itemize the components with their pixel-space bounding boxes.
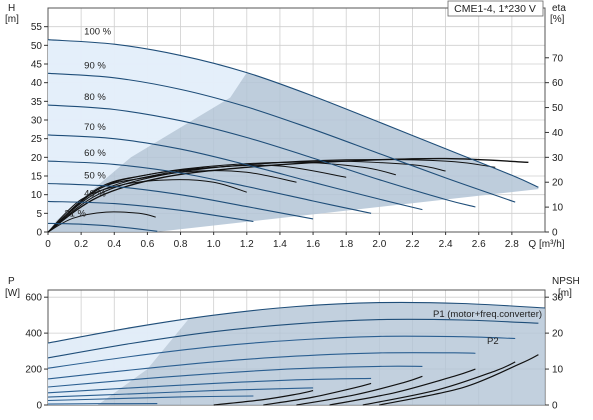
p1-annotation: P1 (motor+freq.converter): [433, 309, 542, 320]
head-curve: [47, 39, 539, 188]
head-curve: [47, 182, 314, 220]
power-curve: [47, 377, 372, 394]
head-curve: [47, 222, 158, 232]
y2-axis-unit: [%]: [550, 14, 565, 25]
x-tick-label: 0.2: [74, 239, 88, 250]
model-label-box: [447, 0, 544, 17]
y-tick-label: 50: [31, 41, 43, 52]
y-axis-unit: [m]: [5, 14, 19, 25]
y-tick-label: 0: [36, 401, 42, 412]
power-curve: [47, 318, 539, 359]
operating-region-light: [48, 39, 247, 233]
power-curve: [47, 387, 314, 398]
y-tick-label: 25: [31, 134, 43, 145]
y2-tick-label: 50: [552, 103, 564, 114]
y2-tick-label: 20: [552, 329, 564, 340]
x-tick-label: 2.4: [439, 239, 453, 250]
npsh-curve: [362, 361, 516, 406]
speed-curve-label: 40 %: [84, 188, 106, 199]
head-curve: [47, 200, 254, 223]
power-curve: [47, 403, 158, 405]
y2-tick-label: 10: [552, 365, 564, 376]
y-axis-title: P: [8, 276, 15, 287]
head-efficiency-panel: 0 5 10 15 20 25 30 35 40 45 50 55 0 10 20 30 40 50 60 70 0 0.…: [5, 0, 566, 250]
x-tick-label: 0.8: [174, 239, 188, 250]
x-tick-label: 1.8: [339, 239, 353, 250]
y-tick-label: 20: [31, 153, 43, 164]
x-tick-label: 2.2: [406, 239, 420, 250]
y2-tick-label: 10: [552, 203, 564, 214]
y-tick-label: 5: [36, 209, 42, 220]
npsh-curve: [213, 390, 314, 406]
y-tick-label: 55: [31, 22, 43, 33]
y-tick-label: 15: [31, 172, 43, 183]
y-tick-label: 45: [31, 60, 43, 71]
efficiency-curve: [47, 164, 347, 233]
head-curves: 100 % 90 % 80 % 70 % 60 % 50 % 40 % 21 %: [47, 27, 539, 232]
speed-curve-label: 21 %: [64, 208, 86, 219]
power-curve: [47, 301, 546, 344]
y-tick-label: 200: [25, 365, 42, 376]
efficiency-curves: [47, 157, 529, 233]
y-tick-label: 10: [31, 190, 43, 201]
y-tick-label: 30: [31, 116, 43, 127]
y-tick-label: 40: [31, 78, 43, 89]
x-tick-label: 1.2: [240, 239, 254, 250]
x-tick-label: 2.8: [505, 239, 519, 250]
y-tick-label: 35: [31, 97, 43, 108]
speed-curve-label: 100 %: [84, 27, 111, 38]
y2-tick-label: 0: [552, 228, 558, 239]
y2-tick-label: 70: [552, 53, 564, 64]
efficiency-curve: [47, 211, 156, 233]
speed-curve-label: 90 %: [84, 60, 106, 71]
head-curve: [47, 72, 516, 203]
power-npsh-panel: 0 200 400 600 0 10 20 30 P[W] NPSH[m] P1 (motor+fr…: [5, 276, 580, 412]
head-curve: [47, 134, 423, 211]
efficiency-curve: [47, 157, 529, 233]
y-axis-title: H: [8, 3, 15, 14]
y2-tick-label: 30: [552, 293, 564, 304]
y2-tick-label: 40: [552, 128, 564, 139]
x-tick-label: 2.6: [472, 239, 486, 250]
y2-tick-label: 0: [552, 401, 558, 412]
npsh-curve: [379, 354, 539, 406]
head-curve: [47, 104, 476, 208]
power-curve: [47, 395, 254, 402]
x-axis-label: Q [m³/h]: [528, 239, 564, 250]
y2-tick-label: 20: [552, 178, 564, 189]
y2-axis-title: NPSH: [552, 276, 580, 287]
head-curve: [47, 160, 372, 214]
y2-tick-label: 30: [552, 153, 564, 164]
x-tick-label: 1.6: [306, 239, 320, 250]
y-tick-label: 400: [25, 329, 42, 340]
x-tick-label: 0: [45, 239, 51, 250]
power-curve: [47, 365, 423, 388]
model-label: CME1-4, 1*230 V: [454, 3, 536, 15]
power-curve: [47, 352, 476, 380]
speed-curve-label: 60 %: [84, 148, 106, 159]
x-tick-label: 2.0: [372, 239, 386, 250]
y-tick-label: 600: [25, 293, 42, 304]
npsh-curve: [329, 368, 476, 406]
speed-curve-label: 50 %: [84, 170, 106, 181]
y-tick-label: 0: [36, 228, 42, 239]
x-tick-label: 0.4: [107, 239, 121, 250]
p2-annotation: P2: [487, 336, 499, 347]
power-curves: [47, 301, 546, 405]
speed-curve-label: 80 %: [84, 92, 106, 103]
x-tick-label: 1.0: [207, 239, 221, 250]
y2-axis-unit: [m]: [558, 288, 572, 299]
speed-curve-label: 70 %: [84, 122, 106, 133]
npsh-curve: [296, 375, 423, 406]
y2-axis-title: eta: [552, 3, 566, 14]
x-tick-label: 1.4: [273, 239, 287, 250]
power-curve: [47, 335, 516, 369]
y-axis-unit: [W]: [5, 288, 20, 299]
y2-tick-label: 60: [552, 78, 564, 89]
x-tick-label: 0.6: [140, 239, 154, 250]
npsh-curves: [213, 354, 539, 406]
npsh-curve: [263, 382, 372, 406]
